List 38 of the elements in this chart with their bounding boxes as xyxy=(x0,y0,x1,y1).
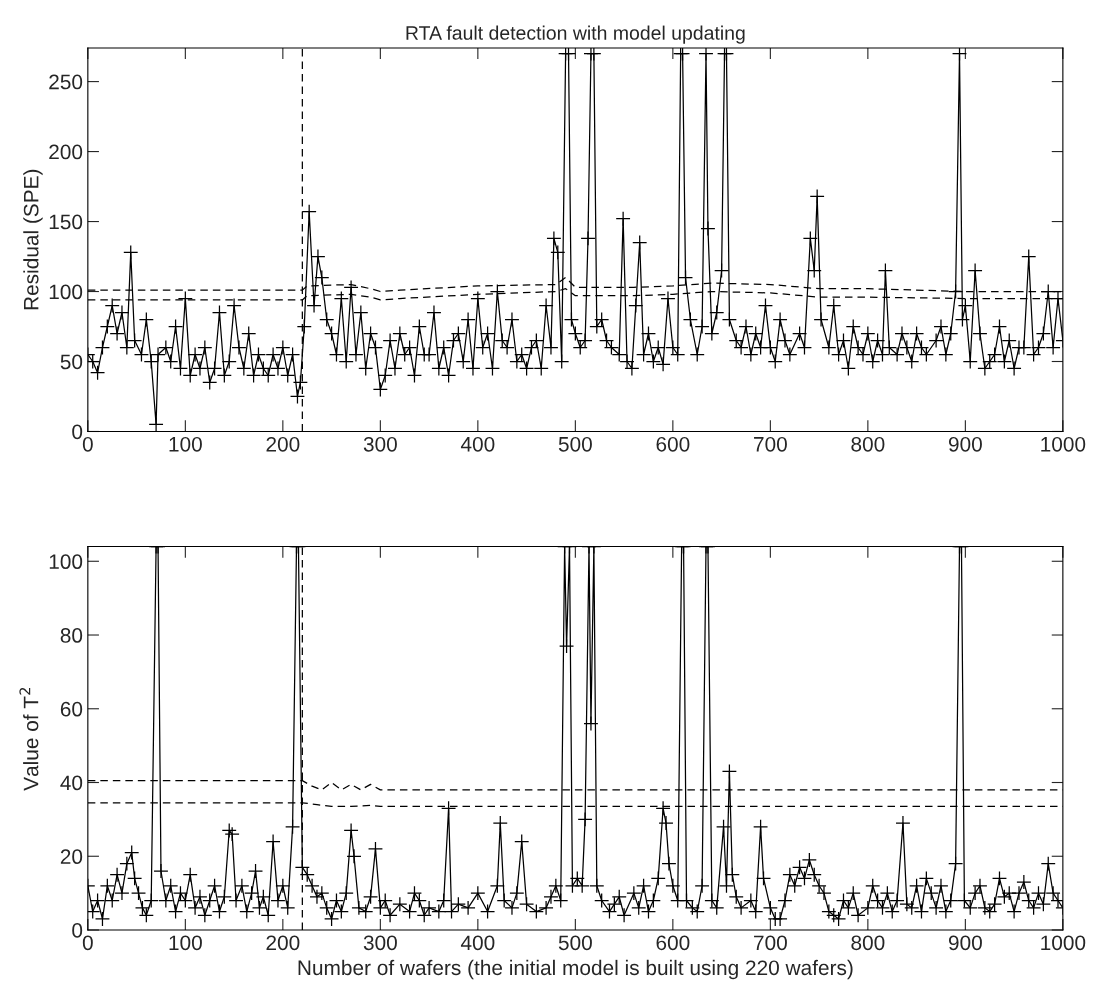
x-tick-label: 800 xyxy=(851,436,885,452)
x-tick-label: 900 xyxy=(948,436,982,452)
y-tick-label: 60 xyxy=(60,701,83,717)
y-axis-title: Residual (SPE) xyxy=(23,169,43,310)
x-tick-label: 1000 xyxy=(1041,935,1086,951)
x-axis-title: Number of wafers (the initial model is built using 220 wafers) xyxy=(298,959,853,980)
y-tick-label: 0 xyxy=(72,923,83,938)
x-tick-label: 700 xyxy=(754,436,787,452)
x-tick-label: 400 xyxy=(460,436,495,452)
y-tick-label: 20 xyxy=(60,849,83,865)
x-tick-label: 100 xyxy=(169,935,202,951)
x-tick-label: 300 xyxy=(363,935,397,951)
x-tick-label: 1000 xyxy=(1041,436,1086,452)
x-tick-label: 500 xyxy=(558,935,592,951)
chart-title: RTA fault detection with model updating xyxy=(406,25,745,44)
x-tick-label: 200 xyxy=(266,935,300,951)
y-tick-label: 100 xyxy=(49,284,83,300)
x-tick-label: 400 xyxy=(460,935,495,951)
y-axis-title: Value of T$^{2}$ xyxy=(19,687,39,791)
x-tick-label: 100 xyxy=(169,436,202,452)
x-tick-label: 0 xyxy=(82,436,93,452)
x-tick-label: 500 xyxy=(558,436,592,452)
x-tick-label: 600 xyxy=(656,935,690,951)
y-tick-label: 100 xyxy=(49,554,83,570)
x-tick-label: 700 xyxy=(754,935,787,951)
x-tick-label: 0 xyxy=(82,935,93,951)
y-tick-label: 80 xyxy=(60,628,83,643)
x-tick-label: 300 xyxy=(363,436,397,452)
y-tick-label: 50 xyxy=(60,354,83,370)
y-tick-label: 0 xyxy=(72,424,83,440)
y-tick-label: 150 xyxy=(49,214,83,230)
x-tick-label: 200 xyxy=(266,436,300,452)
y-tick-label: 250 xyxy=(49,74,83,90)
x-tick-label: 900 xyxy=(948,935,982,951)
y-tick-label: 40 xyxy=(60,775,83,791)
x-tick-label: 800 xyxy=(851,935,885,951)
y-tick-label: 200 xyxy=(49,144,83,160)
x-tick-label: 600 xyxy=(656,436,690,452)
